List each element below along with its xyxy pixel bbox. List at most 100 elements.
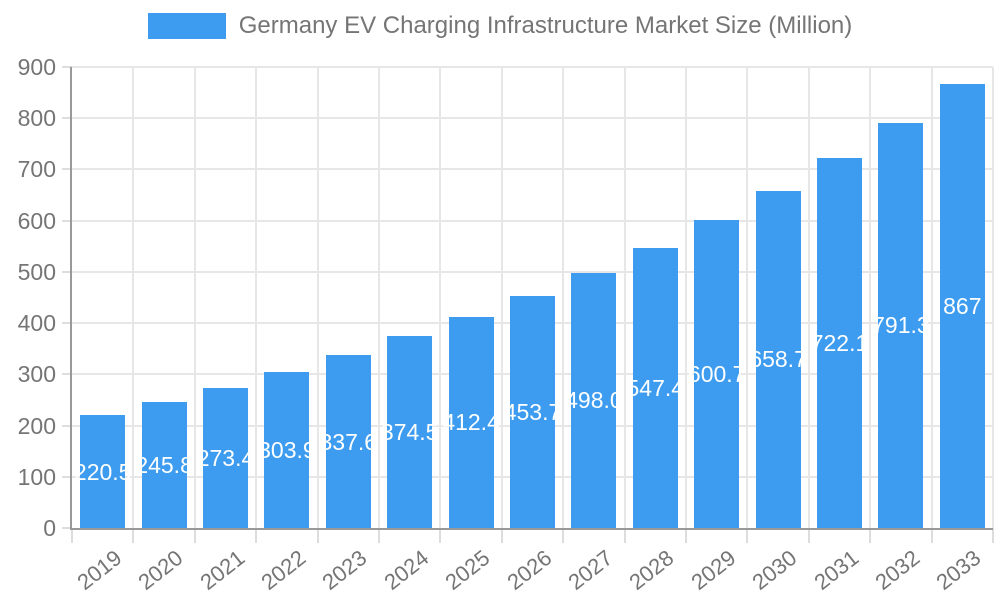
x-gridline [132,67,135,528]
y-gridline [72,270,993,273]
bar[interactable] [203,387,248,528]
bar-value-label: 547.4 [626,374,685,401]
x-tick [71,528,73,543]
bar[interactable] [878,122,924,528]
x-axis-label-text: 2033 [931,545,986,595]
bar[interactable] [694,220,740,528]
y-tick [62,322,72,325]
y-axis-line [70,67,72,528]
bar-value-label: 722.1 [810,330,869,357]
bar-value-label: 220.5 [73,458,132,485]
y-tick [62,475,72,478]
x-gridline [930,67,933,528]
bar-value-label: 245.8 [135,452,193,479]
x-axis-label-text: 2023 [317,545,372,595]
y-gridline [72,168,993,171]
x-tick [132,528,135,543]
x-axis-line [70,528,993,530]
x-gridline [992,67,994,528]
x-axis-label-text: 2021 [194,545,249,595]
bar-value-label: 867 [943,292,982,319]
y-axis-label: 800 [17,105,56,132]
bar[interactable] [325,355,371,528]
y-axis-label: 900 [17,54,56,80]
bar[interactable] [571,272,617,528]
y-tick [62,117,72,120]
bar-value-label: 273.4 [196,444,255,471]
bar[interactable] [755,190,801,528]
x-axis-label-text: 2031 [808,545,863,595]
y-tick [62,168,72,171]
bar[interactable] [448,316,494,528]
y-tick [62,66,72,68]
y-tick [62,219,72,222]
x-gridline [746,67,749,528]
bar-value-label: 600.7 [687,361,746,388]
x-gridline [807,67,810,528]
y-axis-label: 400 [17,310,56,337]
bar-value-label: 498.0 [565,387,623,414]
x-tick [316,528,319,543]
legend-color-swatch-icon [147,13,226,39]
bar[interactable] [141,402,187,528]
x-gridline [378,67,380,528]
x-tick [255,528,258,543]
x-gridline [193,67,196,528]
bar-value-label: 374.5 [380,419,439,446]
bar-value-label: 412.4 [442,409,500,436]
x-axis-label-text: 2032 [870,545,925,595]
bar-value-label: 303.9 [258,437,316,464]
y-tick [62,373,72,376]
y-tick [62,527,72,529]
bar-value-label: 658.7 [749,346,807,373]
legend[interactable]: Germany EV Charging Infrastructure Marke… [0,0,1000,52]
bar[interactable] [817,158,862,528]
x-gridline [439,67,442,528]
y-gridline [72,117,993,120]
x-axis-label-text: 2030 [747,545,802,595]
x-gridline [316,67,319,528]
bar[interactable] [80,415,126,528]
bar[interactable] [632,247,678,528]
x-axis-label-text: 2027 [563,545,618,595]
x-gridline [685,67,687,528]
x-axis-label-text: 2020 [133,545,188,595]
x-tick [623,528,626,543]
x-tick [992,528,994,543]
x-tick [193,528,196,543]
bar-value-label: 791.3 [872,312,930,339]
x-tick [562,528,565,543]
y-axis-label: 500 [17,258,56,285]
bar-value-label: 337.6 [319,428,378,455]
x-tick [500,528,503,543]
y-axis-label: 700 [17,156,56,183]
x-axis-label-text: 2029 [686,545,741,595]
x-tick [807,528,810,543]
x-axis-label-text: 2022 [256,545,311,595]
y-tick [62,270,72,273]
x-gridline [255,67,258,528]
x-gridline [623,67,626,528]
y-gridline [72,219,993,222]
y-gridline [72,66,993,68]
bar[interactable] [939,83,985,528]
x-tick [869,528,872,543]
bar[interactable] [510,295,555,528]
x-gridline [562,67,565,528]
x-axis-label-text: 2025 [440,545,495,595]
x-tick [746,528,749,543]
y-axis-label: 300 [17,361,56,388]
x-gridline [869,67,872,528]
y-axis-label: 200 [17,412,56,439]
x-tick [685,528,687,543]
x-axis-label-text: 2024 [379,545,434,595]
y-axis-label: 600 [17,207,56,234]
x-tick [439,528,442,543]
x-axis-label-text: 2019 [72,545,127,595]
bar[interactable] [264,372,310,528]
x-tick [378,528,380,543]
y-axis-label: 0 [43,515,56,541]
bar[interactable] [387,336,433,528]
x-axis-label-text: 2028 [624,545,679,595]
